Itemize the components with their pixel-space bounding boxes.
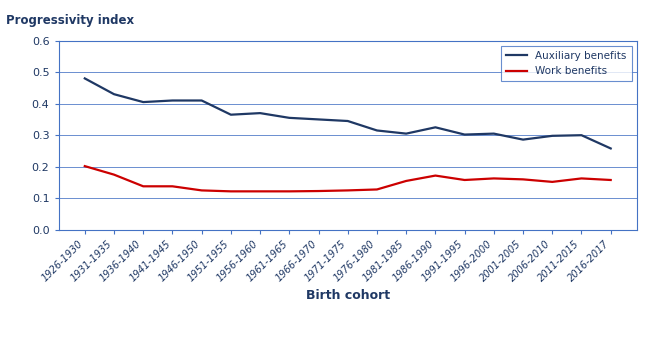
Work benefits [198, 188, 205, 192]
Auxiliary benefits [549, 134, 556, 138]
Auxiliary benefits [110, 92, 118, 96]
Work benefits [578, 176, 586, 180]
Work benefits [490, 176, 498, 180]
Auxiliary benefits [227, 113, 235, 117]
X-axis label: Birth cohort: Birth cohort [306, 289, 390, 302]
Legend: Auxiliary benefits, Work benefits: Auxiliary benefits, Work benefits [501, 46, 632, 81]
Auxiliary benefits [490, 131, 498, 136]
Line: Work benefits: Work benefits [84, 166, 611, 191]
Work benefits [227, 189, 235, 193]
Auxiliary benefits [315, 117, 322, 121]
Work benefits [285, 189, 293, 193]
Auxiliary benefits [519, 138, 527, 142]
Work benefits [432, 173, 439, 177]
Work benefits [519, 177, 527, 182]
Work benefits [139, 184, 147, 188]
Auxiliary benefits [578, 133, 586, 137]
Work benefits [344, 188, 352, 192]
Auxiliary benefits [139, 100, 147, 104]
Work benefits [461, 178, 469, 182]
Work benefits [402, 179, 410, 183]
Work benefits [315, 189, 322, 193]
Auxiliary benefits [285, 116, 293, 120]
Auxiliary benefits [461, 132, 469, 137]
Auxiliary benefits [198, 98, 205, 102]
Auxiliary benefits [81, 76, 88, 80]
Auxiliary benefits [256, 111, 264, 115]
Auxiliary benefits [402, 131, 410, 136]
Line: Auxiliary benefits: Auxiliary benefits [84, 78, 611, 148]
Auxiliary benefits [607, 146, 615, 150]
Work benefits [607, 178, 615, 182]
Work benefits [256, 189, 264, 193]
Text: Progressivity index: Progressivity index [6, 14, 135, 26]
Auxiliary benefits [344, 119, 352, 123]
Work benefits [373, 188, 381, 192]
Work benefits [81, 164, 88, 168]
Work benefits [110, 173, 118, 177]
Auxiliary benefits [432, 125, 439, 129]
Auxiliary benefits [168, 98, 176, 102]
Auxiliary benefits [373, 128, 381, 132]
Work benefits [549, 180, 556, 184]
Work benefits [168, 184, 176, 188]
